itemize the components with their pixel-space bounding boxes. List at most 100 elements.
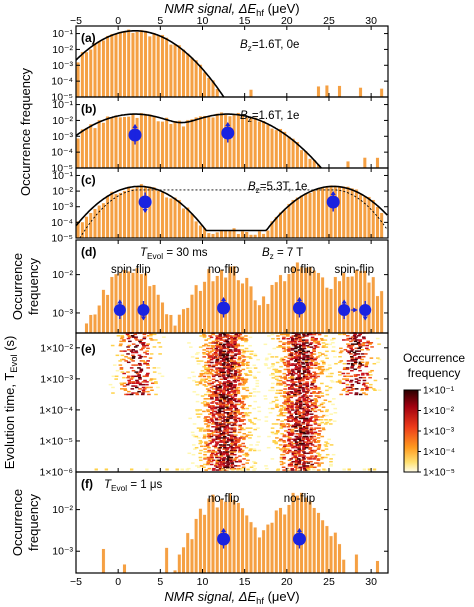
- heatmap-cell: [305, 465, 310, 467]
- heatmap-cell: [294, 421, 299, 424]
- heatmap-cell: [122, 340, 126, 343]
- heatmap-cell: [241, 414, 246, 417]
- histogram-bar: [244, 117, 249, 169]
- heatmap-cell: [302, 462, 306, 464]
- heatmap-cell: [286, 448, 290, 450]
- heatmap-cell: [312, 349, 316, 351]
- heatmap-cell: [312, 420, 317, 422]
- histogram-bar: [333, 532, 338, 574]
- heatmap-cell: [236, 371, 241, 374]
- heatmap-cell: [285, 374, 290, 376]
- heatmap-cell: [221, 423, 226, 425]
- histogram-bar: [244, 277, 249, 334]
- heatmap-cell: [215, 370, 220, 372]
- histogram-bar: [215, 113, 220, 169]
- heatmap-cell: [293, 455, 298, 457]
- heatmap-cell: [226, 363, 231, 365]
- heatmap-cell: [202, 353, 207, 355]
- heatmap-cell: [257, 406, 261, 408]
- heatmap-cell: [120, 383, 124, 386]
- heatmap-cell: [343, 348, 348, 351]
- heatmap-cell: [324, 423, 328, 425]
- heatmap-cell: [264, 416, 269, 418]
- heatmap-cell: [202, 384, 207, 386]
- heatmap-cell: [237, 336, 242, 339]
- heatmap-cell: [233, 465, 238, 467]
- heatmap-cell: [282, 458, 286, 460]
- heatmap-cell: [308, 377, 312, 379]
- y-tick-label: 1×10⁻⁶: [39, 467, 73, 479]
- heatmap-cell: [137, 390, 141, 393]
- heatmap-cell: [339, 347, 343, 350]
- heatmap-cell: [301, 430, 306, 432]
- heatmap-cell: [217, 384, 221, 386]
- heatmap-cell: [295, 405, 300, 407]
- heatmap-cell: [301, 363, 305, 365]
- heatmap-cell: [253, 367, 258, 369]
- heatmap-cell: [257, 419, 261, 421]
- heatmap-cell: [150, 339, 154, 341]
- heatmap-cell: [335, 381, 340, 383]
- heatmap-cell: [222, 431, 226, 434]
- heatmap-cell: [313, 377, 318, 379]
- heatmap-cell: [358, 333, 362, 336]
- heatmap-cell: [205, 444, 210, 446]
- heatmap-cell: [323, 339, 328, 341]
- heatmap-cell: [214, 402, 219, 404]
- heatmap-cell: [304, 414, 309, 417]
- heatmap-cell: [295, 365, 299, 368]
- histogram-bar: [177, 120, 182, 169]
- heatmap-cell: [313, 364, 318, 367]
- heatmap-cell: [323, 354, 328, 357]
- heatmap-cell: [146, 364, 150, 366]
- heatmap-cell: [279, 458, 284, 460]
- heatmap-cell: [206, 462, 211, 464]
- heatmap-cell: [212, 421, 216, 424]
- heatmap-cell: [377, 343, 381, 345]
- heatmap-cell: [138, 382, 142, 385]
- heatmap-cell: [271, 364, 276, 367]
- heatmap-cell: [274, 396, 278, 399]
- histogram-bar: [286, 504, 291, 574]
- heatmap-cell: [353, 360, 357, 362]
- heatmap-cell: [149, 378, 154, 380]
- heatmap-cell: [204, 378, 208, 381]
- heatmap-cell: [313, 388, 318, 390]
- heatmap-cell: [214, 463, 219, 466]
- heatmap-cell: [236, 441, 240, 443]
- heatmap-cell: [218, 465, 222, 467]
- heatmap-cell: [287, 340, 291, 343]
- heatmap-cell: [303, 460, 307, 463]
- heatmap-cell: [324, 445, 329, 448]
- heatmap-cell: [309, 342, 314, 344]
- heatmap-cell: [290, 377, 295, 379]
- heatmap-cell: [279, 423, 284, 425]
- heatmap-cell: [202, 365, 206, 368]
- histogram-bar: [185, 307, 190, 334]
- heatmap-cell: [236, 417, 241, 420]
- histogram-bar: [173, 197, 178, 239]
- heatmap-cell: [212, 392, 216, 394]
- heatmap-cell: [217, 434, 222, 436]
- heatmap-cell: [283, 409, 288, 411]
- heatmap-cell: [219, 452, 224, 455]
- heatmap-cell: [226, 370, 230, 372]
- heatmap-cell: [222, 462, 227, 464]
- histogram-bar: [244, 515, 249, 574]
- heatmap-cell: [350, 357, 355, 359]
- heatmap-cell: [221, 375, 226, 378]
- heatmap-cell: [230, 463, 235, 466]
- heatmap-cell: [219, 403, 223, 406]
- heatmap-cell: [305, 405, 310, 407]
- heatmap-cell: [287, 347, 291, 350]
- heatmap-cell: [304, 399, 309, 401]
- heatmap-cell: [203, 451, 208, 453]
- heatmap-cell: [231, 368, 235, 371]
- y-axis-title-abc: Occurrence frequency: [18, 68, 33, 196]
- heatmap-cell: [210, 361, 214, 364]
- heatmap-cell: [226, 381, 231, 383]
- heatmap-cell: [218, 399, 223, 401]
- heatmap-cell: [202, 333, 206, 336]
- heatmap-cell: [196, 416, 201, 418]
- heatmap-cell: [244, 347, 249, 350]
